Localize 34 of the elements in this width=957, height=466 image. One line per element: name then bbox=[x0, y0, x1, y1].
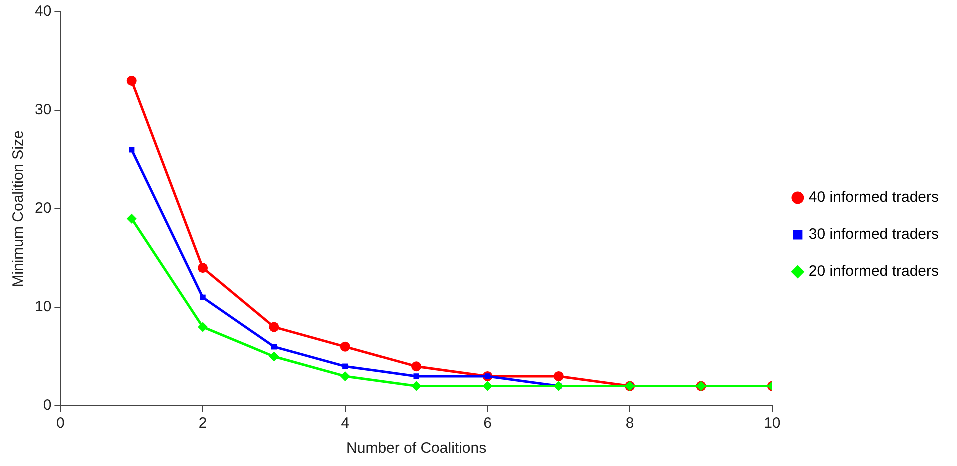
x-tick-label: 2 bbox=[198, 415, 208, 432]
y-tick-label: 30 bbox=[34, 102, 52, 119]
point bbox=[554, 371, 564, 382]
point bbox=[198, 322, 208, 332]
point bbox=[482, 381, 493, 392]
x-tick-label: 0 bbox=[56, 415, 65, 432]
point bbox=[342, 364, 348, 370]
legend-label: 30 informed traders bbox=[808, 226, 940, 244]
x-tick-label: 10 bbox=[764, 415, 781, 432]
point bbox=[340, 371, 350, 382]
x-tick-label: 8 bbox=[626, 415, 634, 432]
y-tick-label: 0 bbox=[43, 397, 52, 414]
point bbox=[412, 362, 422, 372]
legend-label: 20 informed traders bbox=[808, 263, 940, 280]
point bbox=[126, 76, 137, 86]
y-tick-label: 10 bbox=[34, 298, 52, 316]
point bbox=[554, 381, 564, 392]
x-tick-label: 6 bbox=[484, 415, 492, 432]
legend-label: 40 informed traders bbox=[808, 189, 940, 206]
point bbox=[269, 322, 280, 332]
point bbox=[198, 263, 208, 274]
y-axis-title: Minimum Coalition Size bbox=[10, 130, 28, 288]
point bbox=[129, 147, 135, 153]
point bbox=[200, 294, 206, 300]
point bbox=[340, 342, 350, 352]
point bbox=[126, 214, 137, 224]
x-tick-label: 4 bbox=[341, 415, 350, 432]
point bbox=[269, 352, 280, 362]
point bbox=[414, 374, 420, 380]
point bbox=[271, 344, 278, 350]
y-tick-label: 40 bbox=[34, 3, 52, 20]
point bbox=[412, 381, 422, 392]
x-axis-title: Number of Coalitions bbox=[346, 440, 487, 458]
y-tick-label: 20 bbox=[34, 200, 52, 218]
